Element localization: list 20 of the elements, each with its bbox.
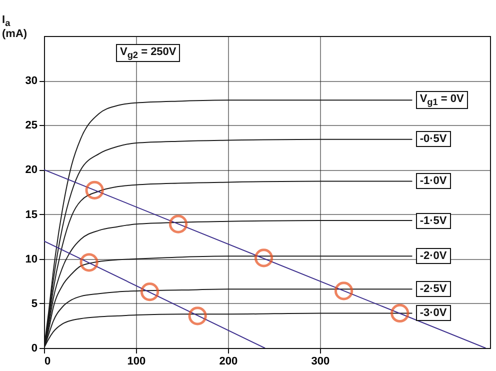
y-tick-label: 0: [31, 342, 38, 354]
series-label: -2·5V: [416, 281, 451, 298]
x-tick-label: 200: [219, 356, 238, 368]
series-label: V$_{g1}$ = 0V: [416, 91, 468, 110]
y-tick-label: 10: [25, 253, 38, 266]
y-tick-label: 25: [25, 120, 38, 132]
y-tick-label: 15: [25, 208, 38, 221]
y-tick-label: 30: [25, 75, 38, 88]
series-label: -2·0V: [416, 248, 451, 264]
x-tick-label: 100: [127, 356, 146, 368]
legend-label: -3·0V: [416, 305, 451, 322]
y-tick-label: 5: [31, 298, 38, 310]
series-label: -1·5V: [416, 212, 451, 229]
x-tick-label: 300: [311, 356, 330, 368]
annotation: V$_{g2}$ = 250V: [116, 44, 180, 62]
series-label: -1·0V: [416, 173, 451, 190]
x-tick-label: 0: [44, 356, 51, 368]
y-axis-title: I$_{a}$ (mA): [2, 14, 28, 40]
y-tick-label: 20: [25, 164, 38, 176]
series-label: -0·5V: [416, 131, 451, 148]
